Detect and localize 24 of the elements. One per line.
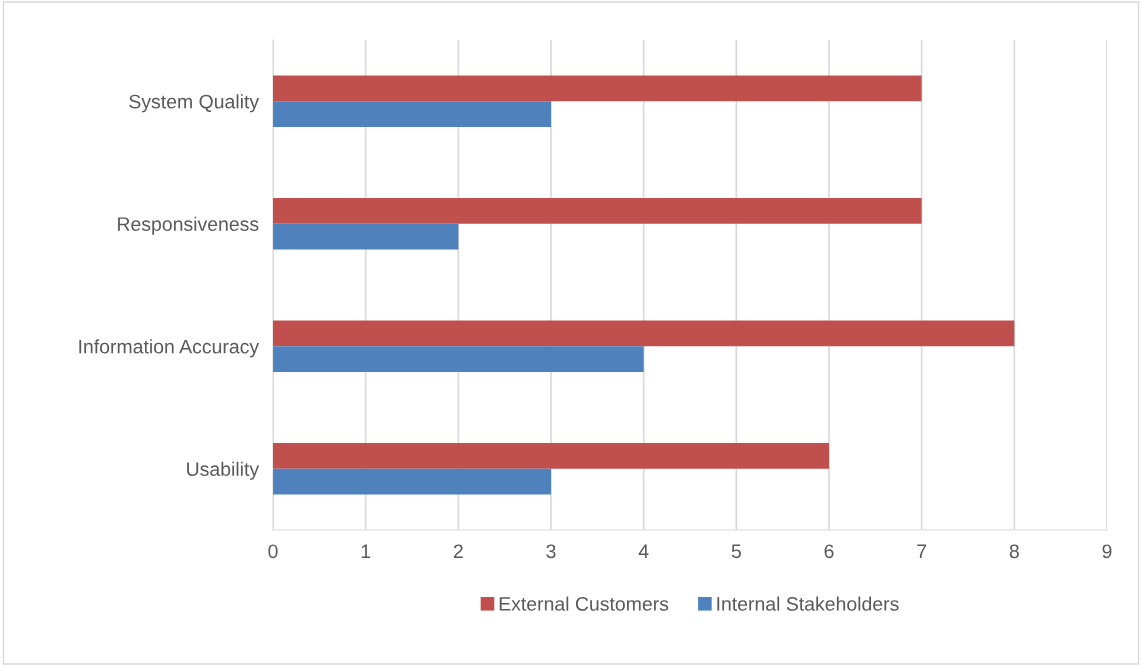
x-tick-label: 1 — [361, 544, 371, 558]
x-tick-label: 0 — [268, 544, 278, 559]
y-tick-label: Information Accuracy — [79, 339, 260, 358]
x-tick-label: 6 — [824, 544, 834, 559]
x-tick-label: 7 — [917, 544, 927, 558]
x-tick-label: 8 — [1009, 544, 1019, 559]
bar — [273, 198, 922, 224]
bar — [273, 320, 1015, 347]
bar — [273, 75, 922, 102]
bar — [273, 223, 459, 250]
x-tick-label: 9 — [1102, 544, 1112, 559]
bar — [273, 468, 551, 495]
x-tick-label: 4 — [638, 544, 649, 558]
bar — [273, 346, 644, 372]
bar — [273, 101, 551, 127]
bar — [273, 443, 829, 469]
y-tick-label: Responsiveness — [118, 216, 259, 235]
x-tick-label: 2 — [453, 544, 463, 558]
y-tick-label: Usability — [187, 461, 260, 480]
y-tick-label: System Quality — [129, 94, 260, 113]
x-tick-label: 5 — [731, 544, 741, 559]
x-tick-label: 3 — [546, 544, 556, 559]
legend-label: Internal Stakeholders — [717, 596, 899, 611]
legend-label: External Customers — [499, 596, 669, 611]
